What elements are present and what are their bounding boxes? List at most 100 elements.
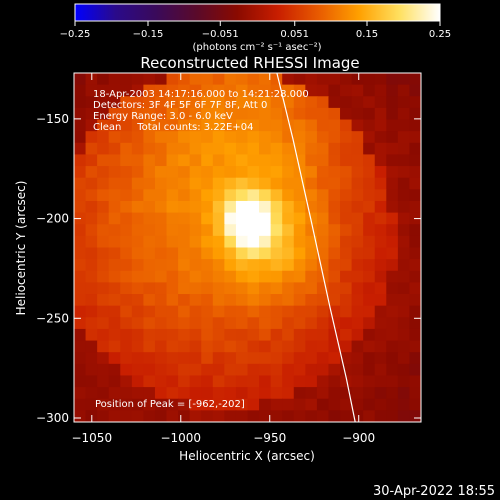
heatmap-cell — [131, 398, 144, 411]
heatmap-cell — [363, 410, 376, 422]
heatmap-cell — [397, 84, 411, 97]
heatmap-cell — [224, 270, 237, 283]
heatmap-cell — [259, 119, 272, 132]
heatmap-cell — [154, 166, 168, 179]
heatmap-cell — [154, 282, 168, 295]
heatmap-cell — [201, 154, 214, 167]
heatmap-cell — [143, 328, 156, 342]
heatmap-cell — [201, 387, 214, 400]
heatmap-cell — [340, 107, 353, 121]
heatmap-cell — [212, 259, 225, 272]
heatmap-cell — [397, 398, 411, 411]
heatmap-cell — [316, 177, 330, 190]
heatmap-cell — [131, 340, 144, 353]
heatmap-cell — [120, 119, 133, 132]
x-tick-label: −1050 — [71, 431, 112, 445]
heatmap-cell — [328, 166, 341, 179]
heatmap-cell — [189, 224, 202, 237]
heatmap-cell — [282, 363, 295, 377]
heatmap-cell — [374, 352, 387, 365]
heatmap-cell — [270, 224, 283, 237]
x-axis-ticks: −1050 −1000 −950 −900 — [71, 73, 375, 445]
heatmap-cell — [212, 398, 225, 411]
heatmap-cell — [270, 352, 283, 365]
heatmap-cell — [178, 317, 191, 330]
heatmap-cell — [97, 259, 110, 272]
colorbar-ticks: −0.25 −0.15 −0.051 0.051 0.15 0.25 — [60, 21, 451, 40]
heatmap-cell — [305, 270, 318, 283]
heatmap-cell — [293, 352, 306, 365]
heatmap-cell — [386, 398, 399, 411]
heatmap-cell — [178, 398, 191, 411]
heatmap-cell — [305, 375, 318, 388]
heatmap-cell — [154, 131, 168, 144]
heatmap-cell — [340, 212, 353, 225]
heatmap-cell — [74, 363, 87, 377]
heatmap-cell — [351, 398, 364, 411]
heatmap-cell — [305, 119, 318, 132]
heatmap-cell — [166, 154, 179, 167]
heatmap-cell — [409, 200, 421, 214]
heatmap-cell — [224, 387, 237, 400]
heatmap-cell — [374, 200, 387, 214]
heatmap-cell — [340, 317, 353, 330]
heatmap-cell — [97, 73, 110, 86]
heatmap-cell — [235, 270, 249, 283]
heatmap-cell — [235, 142, 249, 156]
heatmap-cell — [305, 235, 318, 249]
heatmap-cell — [270, 317, 283, 330]
heatmap-cell — [351, 270, 364, 283]
heatmap-cell — [224, 294, 237, 307]
heatmap-cell — [316, 294, 330, 307]
heatmap-cell — [97, 294, 110, 307]
heatmap-cell — [235, 259, 249, 272]
heatmap-cell — [259, 189, 272, 202]
heatmap-cell — [189, 96, 202, 109]
heatmap-cell — [120, 235, 133, 249]
heatmap-cell — [120, 305, 133, 318]
heatmap-cell — [247, 375, 260, 388]
heatmap-cell — [97, 119, 110, 132]
heatmap-cell — [386, 247, 399, 260]
heatmap-cell — [235, 294, 249, 307]
heatmap-cell — [328, 282, 341, 295]
heatmap-cell — [259, 387, 272, 400]
heatmap-cell — [305, 259, 318, 272]
heatmap-cell — [409, 352, 421, 365]
heatmap-cell — [97, 224, 110, 237]
heatmap-cell — [282, 166, 295, 179]
heatmap-cell — [178, 328, 191, 342]
heatmap-cell — [328, 352, 341, 365]
heatmap-cell — [282, 328, 295, 342]
heatmap-cell — [259, 270, 272, 283]
heatmap-cell — [131, 177, 144, 190]
heatmap-cell — [363, 166, 376, 179]
heatmap-cell — [386, 131, 399, 144]
heatmap-cell — [201, 177, 214, 190]
heatmap-cell — [316, 317, 330, 330]
heatmap-cell — [120, 363, 133, 377]
heatmap-cell — [409, 154, 421, 167]
heatmap-cell — [201, 142, 214, 156]
heatmap-cell — [235, 387, 249, 400]
heatmap-cell — [351, 200, 364, 214]
heatmap-cell — [201, 270, 214, 283]
heatmap-cell — [374, 166, 387, 179]
heatmap-cell — [201, 317, 214, 330]
heatmap-cell — [154, 154, 168, 167]
heatmap-cell — [74, 235, 87, 249]
heatmap-cell — [154, 410, 168, 422]
heatmap-cell — [363, 96, 376, 109]
heatmap-cell — [120, 131, 133, 144]
heatmap-cell — [316, 235, 330, 249]
heatmap-cell — [154, 375, 168, 388]
heatmap-cell — [97, 352, 110, 365]
heatmap-cell — [259, 73, 272, 86]
heatmap-cell — [247, 84, 260, 97]
heatmap-cell — [247, 189, 260, 202]
heatmap-cell — [201, 212, 214, 225]
heatmap-cell — [224, 247, 237, 260]
heatmap-cell — [374, 142, 387, 156]
info-line-time: 18-Apr-2003 14:17:16.000 to 14:21:28.000 — [93, 89, 309, 100]
heatmap-cell — [108, 398, 121, 411]
